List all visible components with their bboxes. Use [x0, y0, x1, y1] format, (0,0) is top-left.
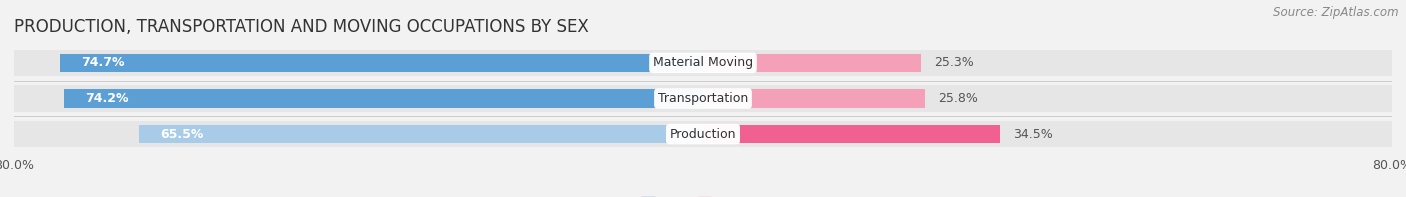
- Text: 74.2%: 74.2%: [86, 92, 129, 105]
- Bar: [703, 89, 925, 108]
- Bar: [59, 54, 703, 72]
- Text: 34.5%: 34.5%: [1012, 128, 1053, 141]
- Text: Material Moving: Material Moving: [652, 56, 754, 69]
- Bar: [703, 85, 1392, 112]
- Text: Transportation: Transportation: [658, 92, 748, 105]
- Text: 65.5%: 65.5%: [160, 128, 204, 141]
- Text: 25.3%: 25.3%: [934, 56, 973, 69]
- Bar: [703, 125, 1000, 143]
- Text: Production: Production: [669, 128, 737, 141]
- Text: Source: ZipAtlas.com: Source: ZipAtlas.com: [1274, 6, 1399, 19]
- Bar: [703, 121, 1392, 147]
- Bar: [14, 50, 703, 76]
- Text: PRODUCTION, TRANSPORTATION AND MOVING OCCUPATIONS BY SEX: PRODUCTION, TRANSPORTATION AND MOVING OC…: [14, 18, 589, 36]
- Bar: [139, 125, 703, 143]
- Text: 25.8%: 25.8%: [938, 92, 979, 105]
- Legend: Male, Female: Male, Female: [636, 192, 770, 197]
- Bar: [703, 50, 1392, 76]
- Bar: [14, 85, 703, 112]
- Bar: [703, 54, 921, 72]
- Bar: [65, 89, 703, 108]
- Text: 74.7%: 74.7%: [82, 56, 125, 69]
- Bar: [14, 121, 703, 147]
